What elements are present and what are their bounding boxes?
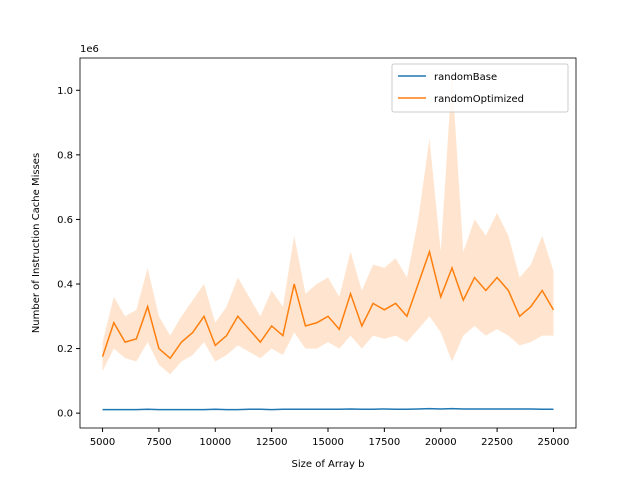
legend-label: randomBase xyxy=(434,72,497,83)
legend-box xyxy=(391,63,569,113)
plot-frame xyxy=(79,57,577,429)
x-axis-label: Size of Array b xyxy=(292,459,365,470)
y-axis-label: Number of Instruction Cache Misses xyxy=(31,153,42,333)
x-tick-label: 10000 xyxy=(199,437,231,448)
x-tick-label: 25000 xyxy=(538,437,570,448)
error-band xyxy=(102,74,554,375)
series-line xyxy=(101,249,555,360)
y-tick-label: 1.0 xyxy=(57,86,73,97)
y-offset-label: 1e6 xyxy=(80,44,99,55)
y-tick-label: 0.2 xyxy=(57,344,73,355)
x-tick-label: 17500 xyxy=(368,437,400,448)
x-tick-label: 20000 xyxy=(425,437,457,448)
y-tick-label: 0.6 xyxy=(57,215,73,226)
series-line xyxy=(102,407,554,411)
y-tick-label: 0.4 xyxy=(57,280,73,291)
legend-label: randomOptimized xyxy=(434,94,524,105)
y-tick-label: 0.8 xyxy=(57,150,73,161)
x-tick-label: 15000 xyxy=(312,437,344,448)
x-tick-label: 7500 xyxy=(146,437,171,448)
x-tick-label: 22500 xyxy=(481,437,513,448)
x-tick-label: 5000 xyxy=(90,437,115,448)
x-tick-label: 12500 xyxy=(256,437,288,448)
y-tick-label: 0.0 xyxy=(57,409,73,420)
